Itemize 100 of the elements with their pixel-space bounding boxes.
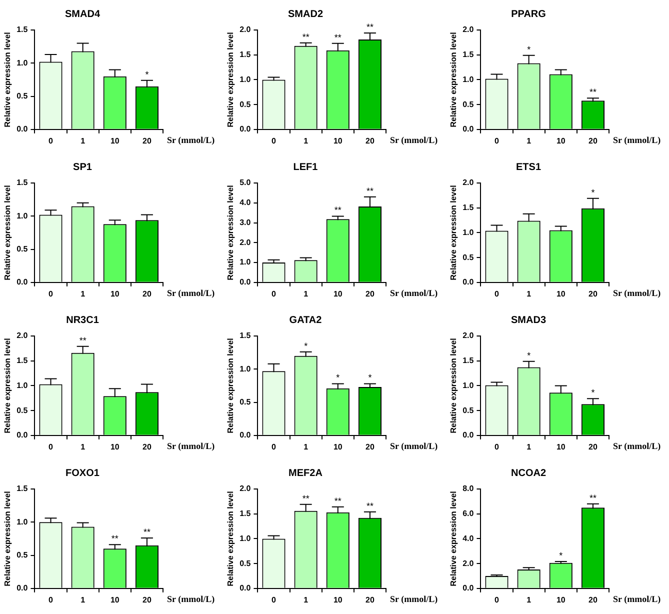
y-tick-label: 1.5 — [462, 203, 474, 212]
x-axis-title: Sr (mmol/L) — [167, 594, 215, 604]
chart-title: ETS1 — [516, 162, 542, 173]
x-tick-label: 1 — [526, 289, 532, 298]
y-tick-label: 0.0 — [462, 430, 474, 440]
x-tick-label: 0 — [494, 442, 500, 452]
x-axis-title: Sr (mmol/L) — [167, 288, 215, 298]
y-tick-label: 0.5 — [240, 100, 252, 109]
chart-title: SMAD4 — [64, 8, 100, 20]
y-tick-label: 1.5 — [240, 331, 252, 340]
y-axis-title: Relative expression level — [226, 491, 236, 586]
y-tick-label: 0.5 — [240, 558, 252, 568]
y-tick-label: 1.0 — [16, 211, 28, 220]
x-tick-label: 0 — [494, 136, 500, 146]
x-axis-title: Sr (mmol/L) — [390, 288, 438, 298]
y-tick-label: 1.0 — [462, 74, 474, 84]
annotation: * — [559, 550, 564, 560]
y-tick-label: 2.0 — [462, 25, 474, 34]
x-tick-label: 10 — [110, 442, 120, 452]
y-tick-label: 1.5 — [16, 178, 28, 188]
y-tick-label: 0.5 — [462, 252, 474, 262]
chart-title: NCOA2 — [510, 468, 546, 479]
x-axis-title: Sr (mmol/L) — [167, 440, 215, 451]
y-tick-label: 0.0 — [462, 584, 474, 593]
y-tick-label: 2.0 — [462, 558, 474, 568]
y-tick-label: 0.0 — [240, 278, 252, 287]
x-tick-label: 0 — [48, 595, 54, 604]
y-tick-label: 1.5 — [16, 356, 28, 366]
x-tick-label: 10 — [110, 595, 120, 604]
y-tick-label: 1.5 — [462, 50, 474, 60]
x-tick-label: 10 — [556, 289, 566, 298]
y-tick-label: 0.5 — [16, 91, 28, 100]
annotation: * — [336, 372, 340, 383]
annotation: * — [527, 350, 532, 360]
y-axis-title: Relative expression level — [226, 338, 236, 434]
x-tick-label: 1 — [526, 442, 532, 452]
y-tick-label: 5.0 — [240, 178, 252, 188]
x-tick-label: 0 — [48, 289, 54, 298]
x-tick-label: 10 — [333, 442, 343, 452]
x-axis-title: Sr (mmol/L) — [167, 134, 215, 145]
x-tick-label: 10 — [110, 289, 120, 298]
y-tick-label: 0.0 — [16, 278, 28, 287]
annotation: ** — [334, 32, 342, 42]
annotation: * — [304, 340, 308, 351]
x-tick-label: 1 — [80, 289, 86, 298]
x-tick-label: 20 — [588, 595, 598, 604]
x-axis-title: Sr (mmol/L) — [613, 134, 661, 145]
x-tick-label: 10 — [333, 595, 343, 604]
y-tick-label: 1.5 — [16, 484, 28, 494]
y-tick-label: 0.5 — [462, 100, 474, 109]
chart-title: SP1 — [73, 162, 92, 173]
chart-title: SMAD3 — [510, 314, 546, 326]
x-tick-label: 1 — [80, 136, 86, 146]
y-tick-label: 1.0 — [462, 380, 474, 390]
x-tick-label: 1 — [304, 136, 309, 146]
x-tick-label: 20 — [142, 136, 152, 146]
annotation: * — [368, 372, 372, 383]
annotation: ** — [111, 534, 119, 544]
annotation: ** — [589, 87, 597, 98]
x-tick-label: 1 — [526, 595, 532, 604]
y-tick-label: 1.0 — [240, 74, 252, 84]
y-tick-label: 4.0 — [462, 534, 474, 543]
chart-title: GATA2 — [289, 314, 322, 326]
y-tick-label: 2.0 — [462, 331, 474, 340]
y-tick-label: 1.0 — [240, 364, 252, 374]
x-tick-label: 20 — [588, 442, 598, 452]
annotation: * — [527, 44, 532, 54]
y-tick-label: 0.5 — [16, 406, 28, 415]
x-tick-label: 0 — [48, 442, 54, 452]
y-tick-label: 0.0 — [240, 584, 252, 593]
x-tick-label: 0 — [272, 595, 277, 604]
x-tick-label: 20 — [142, 289, 152, 298]
y-tick-label: 0.0 — [16, 430, 28, 440]
x-tick-label: 10 — [556, 136, 566, 146]
y-tick-label: 4.0 — [240, 198, 252, 208]
y-tick-label: 8.0 — [462, 484, 474, 494]
x-tick-label: 10 — [556, 595, 566, 604]
x-tick-label: 20 — [366, 595, 375, 604]
x-tick-label: 20 — [366, 289, 375, 298]
x-tick-label: 0 — [494, 595, 500, 604]
x-tick-label: 0 — [272, 136, 277, 146]
x-tick-label: 1 — [80, 595, 86, 604]
annotation: ** — [334, 496, 342, 506]
y-tick-label: 1.0 — [240, 534, 252, 543]
annotation: ** — [79, 335, 87, 346]
y-axis-title: Relative expression level — [3, 185, 12, 280]
x-tick-label: 0 — [494, 289, 500, 298]
y-tick-label: 2.0 — [16, 331, 28, 340]
y-axis-title: Relative expression level — [226, 185, 236, 280]
y-tick-label: 2.0 — [240, 25, 252, 34]
chart-title: FOXO1 — [66, 468, 100, 479]
y-tick-label: 0.5 — [462, 406, 474, 415]
x-tick-label: 10 — [556, 442, 566, 452]
y-tick-label: 1.5 — [240, 50, 252, 60]
annotation: * — [145, 69, 150, 80]
y-tick-label: 0.0 — [462, 278, 474, 287]
x-tick-label: 20 — [142, 595, 152, 604]
x-tick-label: 20 — [588, 289, 598, 298]
y-tick-label: 0.0 — [16, 124, 28, 134]
x-tick-label: 20 — [366, 442, 375, 452]
